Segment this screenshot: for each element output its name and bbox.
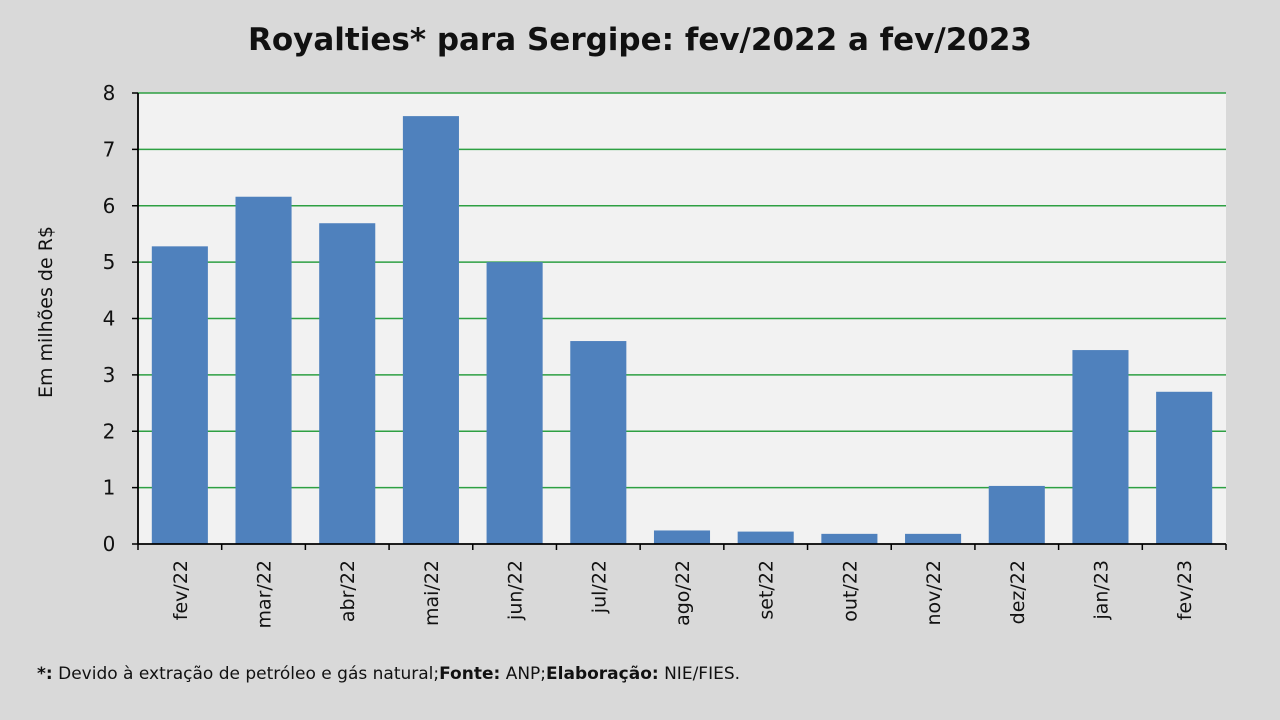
- bar: [402, 116, 459, 545]
- y-tick-label: 7: [103, 137, 116, 161]
- x-tick-label: dez/22: [1007, 560, 1029, 624]
- y-tick-labels: 0 1 2 3 4 5 6 7 8: [103, 81, 116, 556]
- y-tick-label: 4: [103, 307, 116, 331]
- footnote: *: Devido à extração de petróleo e gás n…: [37, 664, 740, 684]
- y-tick-label: 0: [103, 532, 116, 556]
- footnote-source-label: Fonte:: [439, 664, 501, 684]
- bar: [737, 531, 794, 544]
- y-tick-label: 8: [103, 81, 116, 105]
- x-tick-label: jan/23: [1090, 560, 1112, 621]
- x-tick-label: ago/22: [672, 560, 694, 626]
- x-tick-label: fev/23: [1174, 560, 1196, 620]
- axes: [132, 92, 1227, 550]
- y-tick-label: 3: [103, 363, 116, 387]
- x-tick-label: jul/22: [588, 560, 610, 614]
- x-tick-labels: fev/22 mar/22 abr/22 mai/22 jun/22 jul/22 ago/…: [170, 560, 1196, 629]
- bar: [570, 341, 627, 544]
- y-tick-label: 2: [103, 419, 116, 443]
- x-tick-label: abr/22: [337, 560, 359, 622]
- y-tick-label: 1: [103, 476, 116, 500]
- bar: [486, 262, 543, 544]
- footnote-credit-text: NIE/FIES.: [658, 664, 741, 684]
- footnote-source-text: ANP;: [500, 664, 547, 684]
- bars: [151, 116, 1213, 545]
- x-tick-label: set/22: [756, 560, 778, 620]
- x-tick-label: nov/22: [923, 560, 945, 626]
- y-tick-label: 5: [103, 250, 116, 274]
- footnote-star-label: *:: [37, 664, 53, 684]
- x-tick-label: jun/22: [505, 560, 527, 621]
- bar: [1156, 391, 1213, 544]
- bar: [235, 196, 292, 545]
- bar: [988, 485, 1045, 544]
- bar: [319, 223, 376, 544]
- x-tick-label: mai/22: [421, 560, 443, 626]
- bar: [905, 533, 962, 544]
- bar: [653, 530, 711, 544]
- bar: [1072, 350, 1129, 544]
- footnote-star-text: Devido à extração de petróleo e gás natu…: [52, 664, 440, 684]
- x-tick-label: out/22: [839, 560, 861, 622]
- bar: [821, 533, 878, 544]
- bar: [151, 246, 208, 544]
- chart-title: Royalties* para Sergipe: fev/2022 a fev/…: [248, 22, 1032, 58]
- x-tick-label: fev/22: [170, 560, 192, 620]
- x-tick-label: mar/22: [254, 560, 276, 629]
- footnote-credit-label: Elaboração:: [546, 664, 659, 684]
- y-tick-label: 6: [103, 194, 116, 218]
